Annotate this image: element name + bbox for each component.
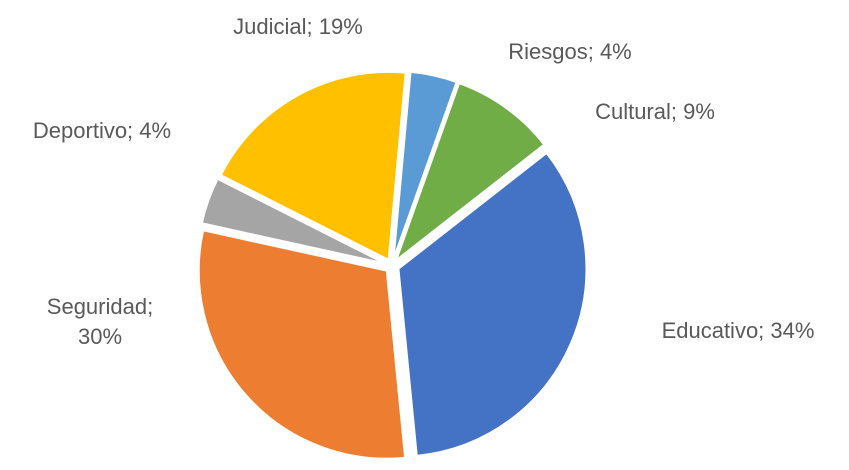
data-label: Seguridad; 30% [46, 294, 154, 349]
data-label: Judicial; 19% [233, 14, 363, 39]
data-label: Cultural; 9% [595, 99, 715, 124]
pie-slice [219, 70, 407, 262]
pie-slice [397, 151, 588, 457]
pie-slice [393, 81, 546, 264]
pie-slice [197, 229, 407, 460]
data-label: Educativo; 34% [661, 318, 815, 343]
pie-slice [392, 70, 458, 260]
data-label: Riesgos; 4% [508, 39, 632, 64]
pie-slice [200, 177, 386, 265]
data-label: Deportivo; 4% [32, 118, 172, 143]
